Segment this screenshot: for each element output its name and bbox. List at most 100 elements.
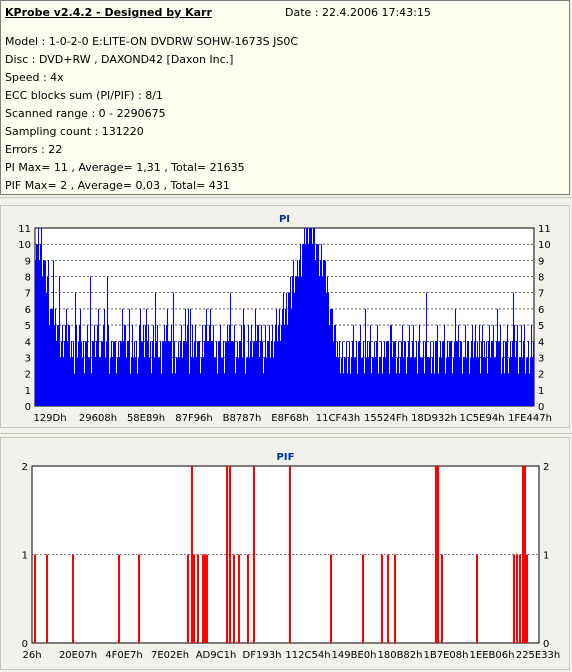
data-bar bbox=[289, 466, 291, 643]
x-tick-label: AD9C1h bbox=[196, 650, 237, 661]
data-bar bbox=[261, 325, 262, 406]
data-bar bbox=[368, 357, 369, 406]
data-bar bbox=[267, 341, 268, 406]
data-bar bbox=[439, 357, 440, 406]
data-bar bbox=[195, 325, 196, 406]
data-bar bbox=[457, 341, 458, 406]
data-bar bbox=[264, 357, 265, 406]
data-bar bbox=[208, 341, 209, 406]
data-bar bbox=[333, 341, 334, 406]
data-bar bbox=[337, 341, 338, 406]
data-bar bbox=[72, 554, 74, 643]
data-bar bbox=[289, 292, 290, 406]
data-bar bbox=[198, 341, 199, 406]
data-bar bbox=[177, 357, 178, 406]
data-bar bbox=[410, 357, 411, 406]
data-bar bbox=[451, 341, 452, 406]
data-bar bbox=[477, 341, 478, 406]
data-bar bbox=[209, 325, 210, 406]
y-tick-label: 3 bbox=[25, 353, 31, 364]
data-bar bbox=[293, 260, 294, 406]
data-bar bbox=[222, 357, 223, 406]
data-bar bbox=[357, 373, 358, 406]
data-bar bbox=[221, 357, 222, 406]
data-bar bbox=[465, 325, 466, 406]
data-bar bbox=[340, 373, 341, 406]
x-tick-label: 112C54h bbox=[285, 650, 330, 661]
data-bar bbox=[235, 373, 236, 406]
data-bar bbox=[356, 341, 357, 406]
data-bar bbox=[413, 325, 414, 406]
data-bar bbox=[104, 308, 105, 406]
info-panel: KProbe v2.4.2 - Designed by Karr Date : … bbox=[0, 0, 570, 195]
data-bar bbox=[233, 554, 235, 643]
data-bar bbox=[330, 554, 332, 643]
x-tick-label: 20E07h bbox=[59, 650, 97, 661]
data-bar bbox=[35, 260, 36, 406]
x-tick-label: 26h bbox=[22, 650, 41, 661]
x-tick-label: 58E89h bbox=[127, 413, 165, 424]
data-bar bbox=[435, 341, 436, 406]
data-bar bbox=[492, 341, 493, 406]
info-pif-stats: PIF Max= 2 , Average= 0,03 , Total= 431 bbox=[5, 179, 230, 192]
data-bar bbox=[389, 373, 390, 406]
data-bar bbox=[271, 341, 272, 406]
data-bar bbox=[392, 357, 393, 406]
data-bar bbox=[462, 373, 463, 406]
data-bar bbox=[305, 244, 306, 406]
data-bar bbox=[251, 325, 252, 406]
x-tick-label: DF193h bbox=[243, 650, 282, 661]
data-bar bbox=[313, 228, 314, 406]
data-bar bbox=[481, 341, 482, 406]
data-bar bbox=[38, 228, 39, 406]
data-bar bbox=[358, 341, 359, 406]
data-bar bbox=[431, 373, 432, 406]
data-bar bbox=[440, 341, 441, 406]
data-bar bbox=[387, 341, 388, 406]
data-bar bbox=[249, 357, 250, 406]
data-bar bbox=[530, 357, 531, 406]
data-bar bbox=[307, 228, 308, 406]
data-bar bbox=[160, 341, 161, 406]
data-bar bbox=[390, 325, 391, 406]
data-bar bbox=[364, 373, 365, 406]
data-bar bbox=[304, 228, 305, 406]
data-bar bbox=[238, 357, 239, 406]
info-model: Model : 1-0-2-0 E:LITE-ON DVDRW SOHW-167… bbox=[5, 35, 299, 48]
data-bar bbox=[182, 357, 183, 406]
data-bar bbox=[486, 341, 487, 406]
data-bar bbox=[128, 341, 129, 406]
data-bar bbox=[355, 357, 356, 406]
data-bar bbox=[453, 357, 454, 406]
pi-chart-panel: PI 0 0 1 1 2 2 3 3 4 4 5 5 6 6 7 7 8 8 9 9 10 10 11 11 129Dh 29608… bbox=[0, 205, 570, 428]
data-bar bbox=[422, 357, 423, 406]
data-bar bbox=[424, 373, 425, 406]
data-bar bbox=[159, 357, 160, 406]
x-tick-label: 7E02Eh bbox=[151, 650, 189, 661]
data-bar bbox=[122, 308, 123, 406]
data-bar bbox=[205, 325, 206, 406]
data-bar bbox=[322, 308, 323, 406]
y-tick-label: 1 bbox=[22, 551, 28, 562]
data-bar bbox=[432, 357, 433, 406]
data-bar bbox=[63, 357, 64, 406]
x-tick-label: 1EEB06h bbox=[470, 650, 515, 661]
data-bar bbox=[92, 341, 93, 406]
data-bar bbox=[172, 373, 173, 406]
data-bar bbox=[220, 325, 221, 406]
pif-chart-panel: PIF 0 0 1 1 2 2 26h 20E07h 4F0E7h 7E02Eh AD9C1h DF19… bbox=[0, 437, 570, 670]
data-bar bbox=[475, 325, 476, 406]
data-bar bbox=[90, 276, 91, 406]
data-bar bbox=[467, 341, 468, 406]
data-bar bbox=[514, 325, 515, 406]
y-tick-label-right: 0 bbox=[543, 639, 549, 650]
data-bar bbox=[394, 554, 396, 643]
data-bar bbox=[520, 357, 521, 406]
data-bar bbox=[48, 260, 49, 406]
data-bar bbox=[226, 341, 227, 406]
data-bar bbox=[394, 341, 395, 406]
data-bar bbox=[119, 357, 120, 406]
data-bar bbox=[193, 357, 194, 406]
data-bar bbox=[87, 325, 88, 406]
data-bar bbox=[155, 292, 156, 406]
